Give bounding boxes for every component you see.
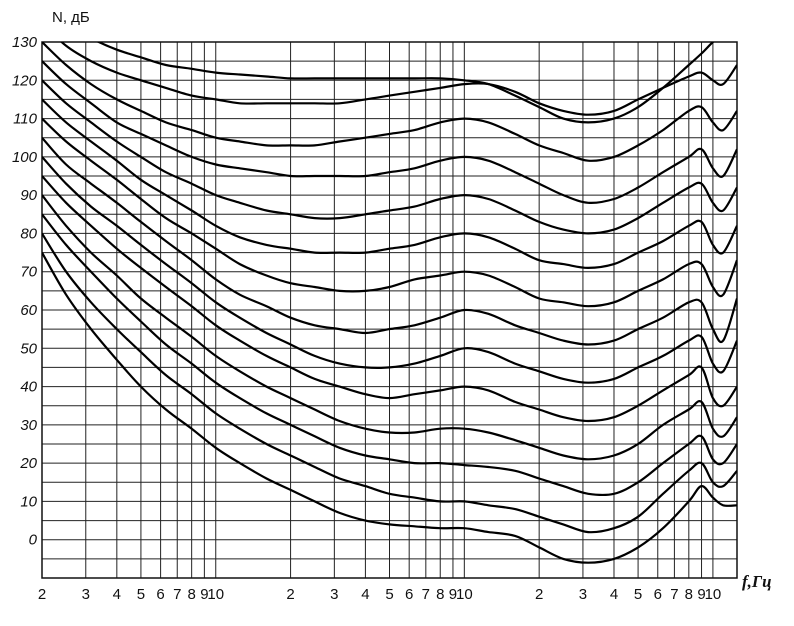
chart-grid: [41, 41, 737, 579]
x-tick-label: 9: [200, 586, 208, 603]
y-tick-label: 60: [20, 302, 37, 319]
loudness-curve: [42, 98, 737, 269]
x-tick-label: 5: [137, 586, 145, 603]
x-tick-label: 9: [697, 586, 705, 603]
loudness-curve: [42, 136, 737, 346]
x-tick-label: 4: [113, 586, 121, 603]
x-tick-label: 9: [449, 586, 457, 603]
loudness-curve: [42, 175, 737, 423]
x-tick-label: 2: [286, 586, 294, 603]
loudness-curve: [42, 60, 737, 205]
loudness-curve: [42, 156, 737, 384]
x-tick-label: 3: [579, 586, 587, 603]
y-axis-label: N, дБ: [52, 9, 90, 26]
curves-group: [42, 42, 737, 564]
x-tick-label: 5: [385, 586, 393, 603]
y-tick-label: 10: [20, 493, 37, 510]
x-tick-label: 4: [610, 586, 618, 603]
x-tick-label: 4: [361, 586, 369, 603]
x-tick-label: 6: [156, 586, 164, 603]
y-tick-label: 30: [20, 417, 37, 434]
loudness-curve: [42, 213, 737, 497]
y-tick-label: 120: [12, 72, 38, 89]
y-tick-label: 90: [20, 187, 37, 204]
x-tick-label: 10: [456, 586, 473, 603]
loudness-curve: [42, 79, 737, 235]
x-tick-label: 3: [330, 586, 338, 603]
loudness-curve: [42, 42, 737, 162]
x-tick-label: 3: [82, 586, 90, 603]
x-tick-label: 8: [187, 586, 195, 603]
x-tick-label: 7: [173, 586, 181, 603]
x-tick-label: 2: [38, 586, 46, 603]
y-tick-label: 20: [19, 455, 37, 472]
x-tick-label: 7: [670, 586, 678, 603]
y-tick-label: 100: [12, 149, 38, 166]
x-tick-label: 6: [405, 586, 413, 603]
x-tick-label: 10: [705, 586, 722, 603]
y-tick-label: 0: [29, 532, 38, 549]
y-tick-label: 130: [12, 34, 38, 51]
x-tick-label: 10: [207, 586, 224, 603]
x-tick-label: 6: [654, 586, 662, 603]
x-tick-label: 7: [422, 586, 430, 603]
loudness-curve: [96, 42, 715, 124]
x-tick-label: 8: [685, 586, 693, 603]
plot-frame: [41, 41, 738, 579]
y-tick-label: 110: [13, 111, 38, 128]
y-tick-label: 80: [20, 225, 37, 242]
x-tick-label: 2: [535, 586, 543, 603]
x-axis-label: f,Гц: [742, 572, 772, 591]
loudness-curve: [42, 117, 737, 308]
y-tick-label: 70: [20, 264, 37, 281]
y-tick-label: 40: [20, 379, 37, 396]
x-tick-label: 8: [436, 586, 444, 603]
loudness-curve: [42, 252, 737, 564]
x-tick-labels: 2 3 4 5 6 7 8 910 2 3 4 5 6 7 8 910 2 3 4 5 6 7 8 910: [38, 586, 721, 603]
y-tick-label: 50: [20, 340, 37, 357]
x-tick-label: 5: [634, 586, 642, 603]
loudness-curve: [42, 232, 737, 534]
loudness-curve: [42, 194, 737, 461]
